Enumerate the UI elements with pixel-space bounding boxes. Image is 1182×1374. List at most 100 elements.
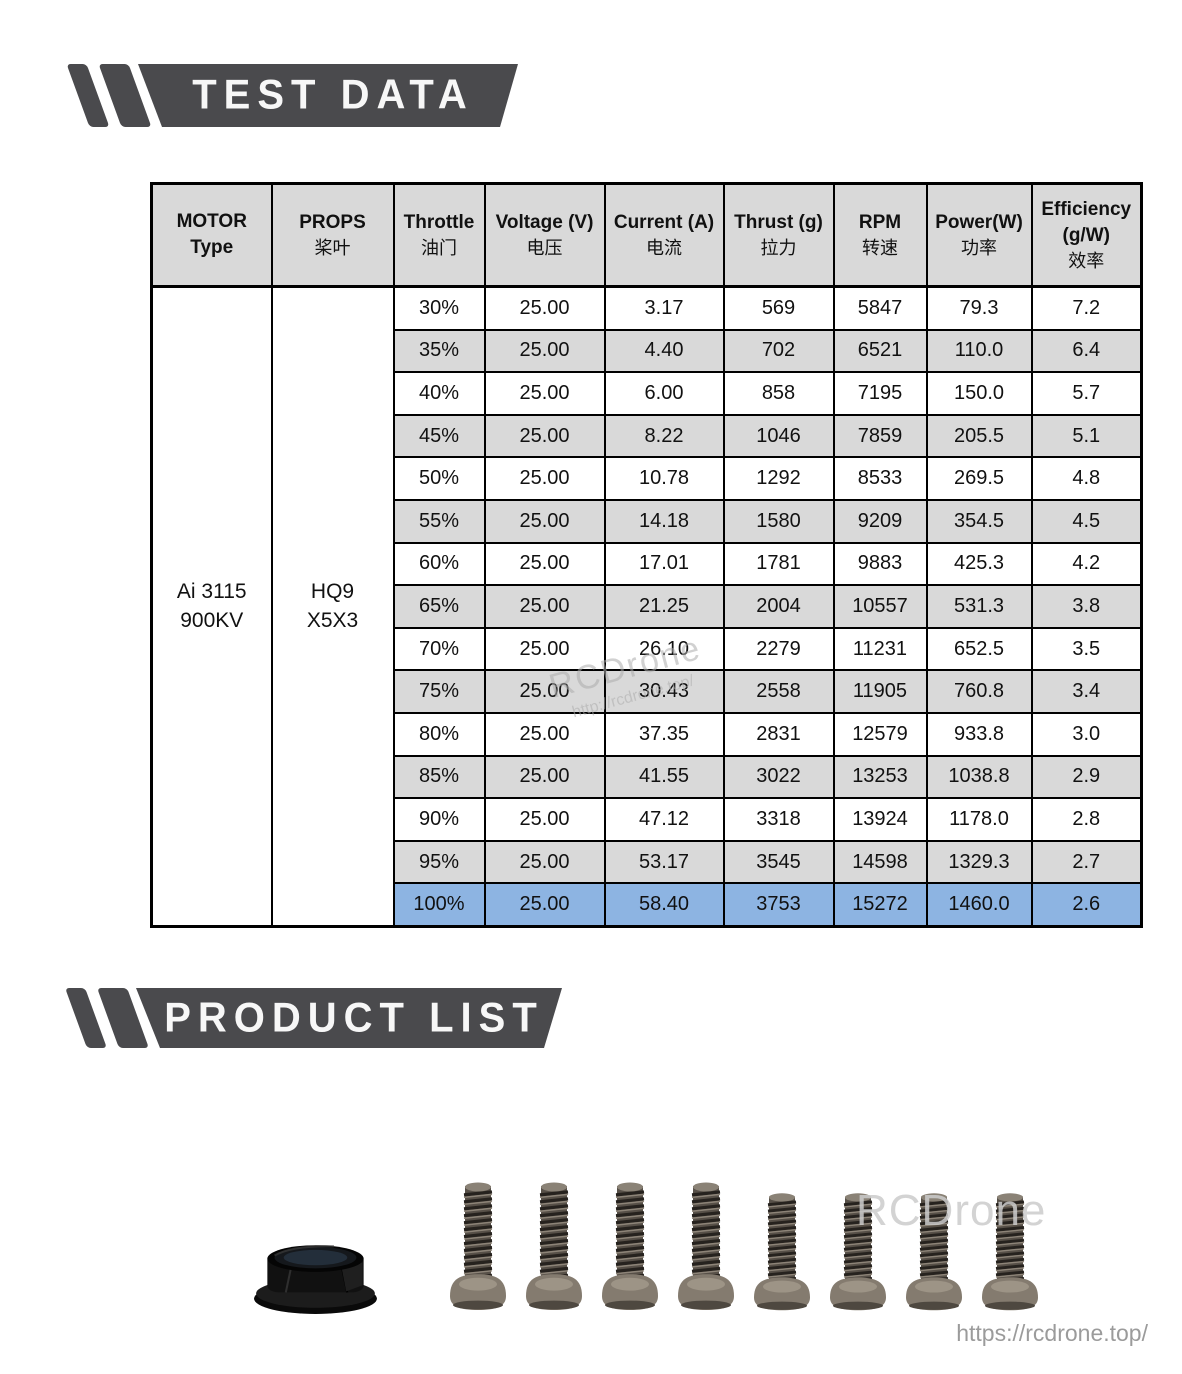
table-cell: 41.55 [603, 754, 725, 800]
table-cell: 21.25 [603, 584, 725, 629]
table-cell: 1178.0 [925, 797, 1033, 842]
table-cell: 90% [392, 797, 486, 842]
header-throttle: Throttle 油门 [392, 182, 486, 288]
table-row: 100% 25.00 58.40 3753 15272 1460.0 2.6 [152, 882, 1143, 928]
table-cell: 4.8 [1030, 456, 1143, 501]
table-cell: 25.00 [483, 882, 606, 928]
table-cell: 50% [392, 456, 486, 501]
header-props: PROPS 桨叶 [270, 182, 395, 288]
table-cell: 2279 [722, 626, 835, 672]
table-cell: 3318 [722, 797, 835, 842]
footer-url: https://rcdrone.top/ [956, 1320, 1148, 1346]
table-row: 40% 25.00 6.00 858 7195 150.0 5.7 [152, 371, 1143, 416]
table-cell: 25.00 [483, 797, 606, 842]
table-cell: 8.22 [603, 413, 725, 459]
table-cell: 25.00 [483, 328, 606, 374]
table-cell: 6521 [832, 328, 928, 374]
table-cell: 25.00 [483, 456, 606, 501]
screws-row [447, 1180, 1041, 1313]
table-cell: 2.9 [1030, 754, 1143, 800]
table-cell: 75% [392, 669, 486, 714]
table-row: 55% 25.00 14.18 1580 9209 354.5 4.5 [152, 498, 1143, 544]
header-power: Power(W) 功率 [925, 182, 1033, 288]
table-row: Ai 3115 900KV HQ9 X5X3 30% 25.00 3.17 569 5847 79… [150, 285, 1143, 928]
table-cell: 2004 [722, 584, 835, 629]
product-list-banner-body: PRODUCT LIST [136, 988, 562, 1048]
table-row: 65% 25.00 21.25 2004 10557 531.3 3.8 [152, 584, 1143, 629]
table-cell: 7195 [832, 371, 928, 416]
table-cell: 85% [392, 754, 486, 800]
table-cell: 2.6 [1030, 882, 1143, 928]
table-cell: 30.43 [603, 669, 725, 714]
table-row: 70% 25.00 26.10 2279 11231 652.5 3.5 [152, 626, 1143, 672]
table-cell: 70% [392, 626, 486, 672]
table-cell: 531.3 [925, 584, 1033, 629]
table-cell: 45% [392, 413, 486, 459]
table-cell: 95% [392, 839, 486, 885]
test-data-title: TEST DATA [192, 71, 474, 119]
table-cell: 3.17 [603, 285, 725, 331]
table-cell: 760.8 [925, 669, 1033, 714]
table-cell: 10557 [832, 584, 928, 629]
table-cell: 14.18 [603, 498, 725, 544]
table-cell: 25.00 [483, 839, 606, 885]
test-data-table: MOTOR Type PROPS 桨叶 Throttle 油门 Voltage … [150, 182, 1143, 928]
table-cell: 3545 [722, 839, 835, 885]
screw-image [675, 1180, 737, 1313]
table-cell: 110.0 [925, 328, 1033, 374]
table-cell: 25.00 [483, 413, 606, 459]
table-cell: 80% [392, 711, 486, 757]
table-cell: 25.00 [483, 669, 606, 714]
table-cell: 58.40 [603, 882, 725, 928]
header-current: Current (A) 电流 [603, 182, 725, 288]
table-cell: 25.00 [483, 498, 606, 544]
table-cell: 55% [392, 498, 486, 544]
table-cell: 6.00 [603, 371, 725, 416]
table-cell: 6.4 [1030, 328, 1143, 374]
table-cell: 1580 [722, 498, 835, 544]
table-cell: 150.0 [925, 371, 1033, 416]
table-cell: 53.17 [603, 839, 725, 885]
table-cell: 40% [392, 371, 486, 416]
table-cell: 37.35 [603, 711, 725, 757]
table-cell: 8533 [832, 456, 928, 501]
table-cell: 7.2 [1030, 285, 1143, 331]
screw-image [903, 1191, 965, 1313]
table-header-row: MOTOR Type PROPS 桨叶 Throttle 油门 Voltage … [150, 182, 1143, 288]
table-cell: 2.8 [1030, 797, 1143, 842]
table-cell: 1038.8 [925, 754, 1033, 800]
table-row: 60% 25.00 17.01 1781 9883 425.3 4.2 [152, 541, 1143, 587]
table-cell: 13253 [832, 754, 928, 800]
table-cell: 25.00 [483, 711, 606, 757]
table-cell: 3.4 [1030, 669, 1143, 714]
table-cell: 933.8 [925, 711, 1033, 757]
screw-image [827, 1191, 889, 1313]
table-cell: 17.01 [603, 541, 725, 587]
table-cell: 425.3 [925, 541, 1033, 587]
table-row: 90% 25.00 47.12 3318 13924 1178.0 2.8 [152, 797, 1143, 842]
table-cell: 65% [392, 584, 486, 629]
header-voltage: Voltage (V) 电压 [483, 182, 606, 288]
table-cell: 1781 [722, 541, 835, 587]
table-row: 50% 25.00 10.78 1292 8533 269.5 4.8 [152, 456, 1143, 501]
motor-type-cell: Ai 3115 900KV [150, 285, 273, 928]
table-cell: 35% [392, 328, 486, 374]
table-cell: 26.10 [603, 626, 725, 672]
props-value-cell: HQ9 X5X3 [270, 285, 395, 928]
table-cell: 4.2 [1030, 541, 1143, 587]
screw-image [523, 1180, 585, 1313]
table-row: 45% 25.00 8.22 1046 7859 205.5 5.1 [152, 413, 1143, 459]
table-cell: 47.12 [603, 797, 725, 842]
table-cell: 3753 [722, 882, 835, 928]
table-cell: 25.00 [483, 584, 606, 629]
table-cell: 25.00 [483, 285, 606, 331]
product-list-title: PRODUCT LIST [164, 994, 544, 1041]
table-cell: 3.8 [1030, 584, 1143, 629]
table-cell: 60% [392, 541, 486, 587]
table-row: 80% 25.00 37.35 2831 12579 933.8 3.0 [152, 711, 1143, 757]
lock-nut-image [252, 1234, 380, 1316]
screw-image [979, 1191, 1041, 1313]
table-cell: 205.5 [925, 413, 1033, 459]
table-cell: 5.1 [1030, 413, 1143, 459]
